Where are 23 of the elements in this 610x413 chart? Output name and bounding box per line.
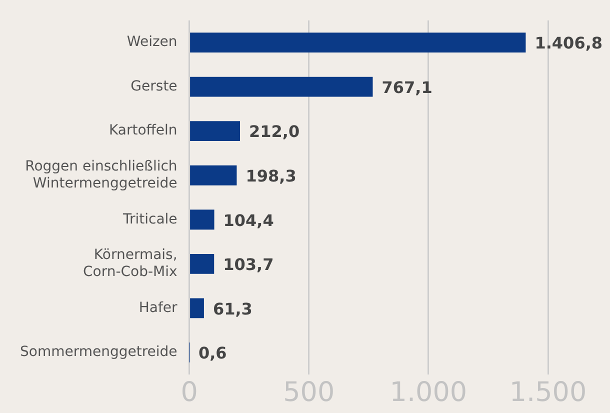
bar <box>190 32 526 52</box>
bar <box>190 165 237 186</box>
y-tick-label: Kartoffeln <box>108 122 178 139</box>
y-tick-label: Hafer <box>138 300 178 316</box>
y-tick-label: Roggen einschließlich Wintermenggetreide <box>25 158 178 192</box>
data-label: 1.406,8 <box>534 34 603 53</box>
bar <box>190 254 214 274</box>
data-label: 212,0 <box>249 122 300 142</box>
data-label: 0,6 <box>198 344 227 363</box>
data-label: 767,1 <box>382 78 432 97</box>
data-label: 198,3 <box>246 166 296 186</box>
data-label: 104,4 <box>223 210 274 230</box>
bar <box>190 76 373 97</box>
y-tick-label: Weizen <box>126 34 178 50</box>
data-label: 103,7 <box>223 255 274 274</box>
bar <box>190 298 204 318</box>
bar <box>190 210 214 230</box>
y-tick-label: Körnermais, Corn-Cob-Mix <box>82 247 178 280</box>
data-label: 61,3 <box>212 299 252 318</box>
y-tick-label: Triticale <box>122 211 178 228</box>
bar <box>190 121 240 142</box>
y-tick-label: Sommermenggetreide <box>20 344 178 360</box>
y-tick-label: Gerste <box>130 78 178 94</box>
